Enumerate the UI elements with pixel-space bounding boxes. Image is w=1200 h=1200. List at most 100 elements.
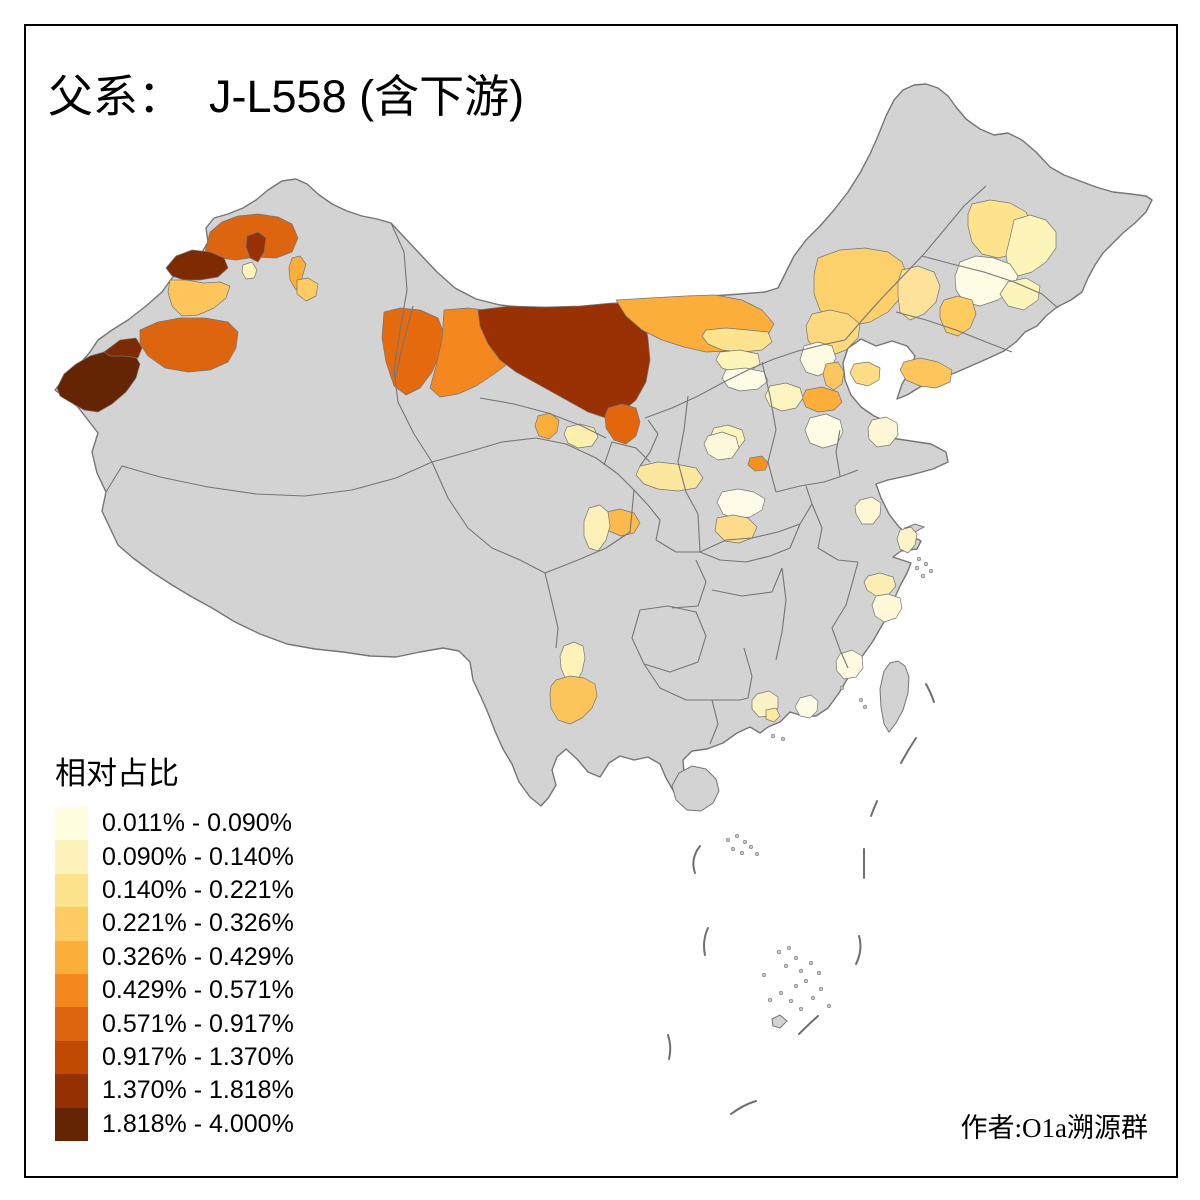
legend-swatch-3 <box>55 907 88 941</box>
map-region-yili <box>167 279 231 317</box>
island-hainan <box>671 765 720 812</box>
province-border-26 <box>743 647 753 699</box>
province-border-22 <box>699 523 801 563</box>
province-border-0 <box>390 222 433 463</box>
islet-dot-2 <box>928 568 934 574</box>
legend-swatch-2 <box>55 873 88 908</box>
legend-label-7: 0.917% - 1.370% <box>102 1042 294 1071</box>
legend-swatch-6 <box>55 1007 88 1041</box>
map-region-huizhou <box>794 694 819 719</box>
legend-item-4: 0.326% - 0.429% <box>55 940 294 974</box>
province-border-2 <box>394 305 414 381</box>
islet-dot-18 <box>786 945 792 951</box>
map-region-changchun-songyuan <box>813 247 909 327</box>
legend-label-8: 1.370% - 1.818% <box>102 1076 294 1105</box>
legend-item-8: 1.370% - 1.818% <box>55 1074 294 1108</box>
islet-dot-10 <box>725 837 731 843</box>
islet-dot-33 <box>767 997 773 1003</box>
province-border-1 <box>105 461 433 497</box>
legend-label-1: 0.090% - 0.140% <box>102 842 294 871</box>
map-region-honghe <box>549 675 598 725</box>
islet-dot-28 <box>788 998 794 1004</box>
islet-dot-22 <box>808 960 814 966</box>
province-border-11 <box>644 339 846 419</box>
islet-dot-15 <box>748 844 754 850</box>
islet-dot-16 <box>754 851 760 857</box>
attribution-text: 作者:O1a溯源群 <box>960 1113 1148 1143</box>
nine-dash-segment-7 <box>870 800 878 817</box>
title-haplogroup-code: J-L558 (含下游) <box>209 71 525 122</box>
province-border-30 <box>709 699 719 745</box>
legend-item-0: 0.011% - 0.090% <box>55 807 294 841</box>
nine-dash-segment-2 <box>667 1034 672 1060</box>
province-border-25 <box>831 604 849 669</box>
legend-title: 相对占比 <box>55 756 179 791</box>
nine-dash-segment-0 <box>692 845 701 874</box>
map-region-aksu <box>139 317 239 373</box>
islet-dot-19 <box>793 955 799 961</box>
legend: 相对占比 0.011% - 0.090% 0.090% - 0.140% 0.140… <box>55 748 294 1141</box>
province-border-20 <box>811 503 859 563</box>
province-border-9 <box>603 441 651 466</box>
legend-item-7: 0.917% - 1.370% <box>55 1040 294 1075</box>
nine-dash-segment-9 <box>900 737 917 764</box>
legend-label-0: 0.011% - 0.090% <box>102 809 292 838</box>
legend-label-3: 0.221% - 0.326% <box>102 909 294 938</box>
map-region-ulanqab <box>701 327 773 353</box>
map-region-guangzhou <box>765 707 781 723</box>
province-border-29 <box>671 559 707 609</box>
province-border-13 <box>921 255 1059 309</box>
islet-dot-26 <box>818 986 824 992</box>
islet-dot-0 <box>916 556 922 562</box>
plot-frame <box>24 24 1178 1178</box>
map-region-kashgar-kizilsu <box>56 349 141 413</box>
legend-item-5: 0.429% - 0.571% <box>55 973 294 1008</box>
map-region-mudanjiang <box>999 277 1041 311</box>
islet-dot-8 <box>770 733 776 739</box>
islet-dot-13 <box>730 846 736 852</box>
map-region-linfen <box>703 431 740 461</box>
islet-dot-14 <box>739 850 745 856</box>
title-haplogroup-prefix: 父系： <box>48 72 184 122</box>
islet-dot-20 <box>783 963 789 969</box>
province-border-28 <box>643 663 749 701</box>
map-region-wuhai <box>604 403 641 445</box>
province-border-21 <box>845 561 859 606</box>
legend-label-4: 0.326% - 0.429% <box>102 942 294 971</box>
islet-dot-31 <box>798 1006 804 1012</box>
legend-item-3: 0.221% - 0.326% <box>55 907 294 941</box>
province-border-15 <box>761 361 777 493</box>
islet-dot-6 <box>862 704 868 710</box>
legend-item-2: 0.140% - 0.221% <box>55 873 294 908</box>
map-region-shanghai <box>896 526 918 554</box>
legend-item-1: 0.090% - 0.140% <box>55 840 294 874</box>
island-pratas <box>771 1014 788 1029</box>
province-border-3 <box>431 437 635 491</box>
legend-item-9: 1.818% - 4.000% <box>55 1107 294 1141</box>
province-border-18 <box>835 429 841 477</box>
map-region-urumqi <box>296 277 319 302</box>
legend-swatch-5 <box>55 973 88 1008</box>
nine-dash-segment-8 <box>925 683 935 703</box>
nine-dash-segment-3 <box>730 1100 757 1115</box>
province-border-8 <box>639 419 659 467</box>
map-region-pingliang-qingyang <box>635 461 704 492</box>
province-border-17 <box>775 469 859 493</box>
map-region-karamay <box>245 231 267 263</box>
islet-dot-5 <box>858 697 864 703</box>
islet-dot-1 <box>923 561 929 567</box>
legend-label-9: 1.818% - 4.000% <box>102 1109 294 1138</box>
islet-dot-25 <box>793 983 799 989</box>
legend-swatch-1 <box>55 840 88 874</box>
map-region-linxia <box>583 504 611 552</box>
map-region-dalian <box>899 357 953 389</box>
legend-rows: 0.011% - 0.090% 0.090% - 0.140% 0.140% - 0… <box>55 807 294 1141</box>
page-title: 父系： J-L558 (含下游) <box>48 60 524 125</box>
legend-swatch-8 <box>55 1074 88 1108</box>
map-region-langfang <box>801 386 843 413</box>
map-region-tianjin <box>822 361 845 391</box>
province-border-10 <box>633 489 661 541</box>
legend-item-6: 0.571% - 0.917% <box>55 1007 294 1041</box>
map-region-baoding <box>764 382 804 412</box>
